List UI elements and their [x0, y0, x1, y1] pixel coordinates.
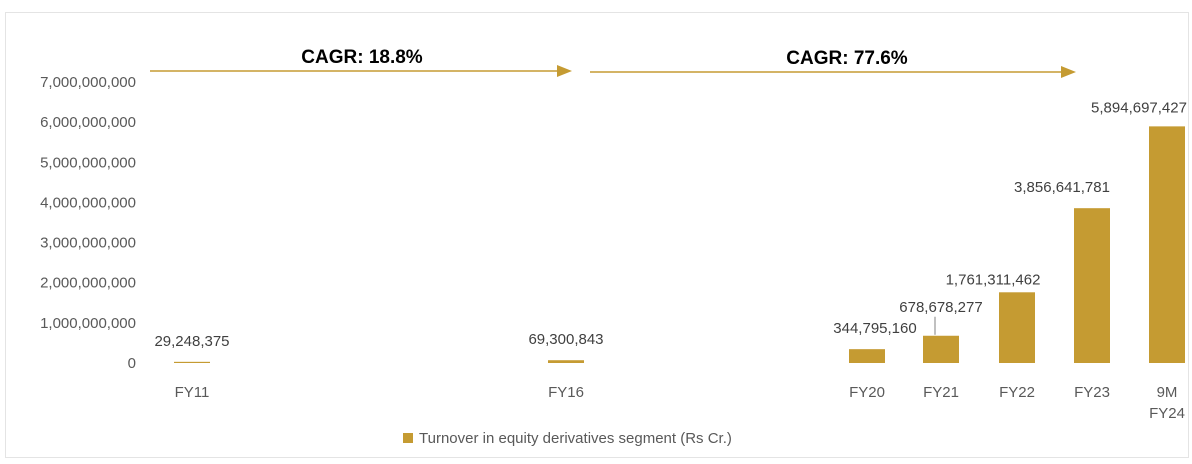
- y-tick-label: 4,000,000,000: [40, 194, 136, 211]
- bars: 29,248,375 69,300,843 344,795,160 678,678,2…: [154, 99, 1187, 364]
- x-tick-label: FY22: [999, 384, 1035, 401]
- legend: Turnover in equity derivatives segment (…: [403, 430, 732, 447]
- y-tick-label: 2,000,000,000: [40, 275, 136, 292]
- data-label: 344,795,160: [833, 320, 916, 337]
- chart-frame: [5, 12, 1189, 458]
- y-axis: 0 1,000,000,000 2,000,000,000 3,000,000,000…: [40, 74, 136, 372]
- cagr-arrow-head: [557, 65, 572, 77]
- y-tick-label: 0: [128, 355, 136, 372]
- bar: [849, 349, 885, 363]
- bar: [174, 361, 210, 363]
- legend-swatch: [403, 433, 413, 443]
- cagr-arrow-head: [1061, 66, 1076, 78]
- x-tick-label: FY20: [849, 384, 885, 401]
- bar: [1149, 126, 1185, 364]
- x-tick-label: FY11: [175, 384, 210, 401]
- y-tick-label: 1,000,000,000: [40, 315, 136, 332]
- y-tick-label: 7,000,000,000: [40, 74, 136, 91]
- data-label: 69,300,843: [528, 331, 603, 348]
- data-label: 29,248,375: [154, 333, 229, 350]
- x-tick-label: 9M FY24: [1149, 384, 1185, 422]
- cagr-label: CAGR: 77.6%: [786, 48, 908, 69]
- bar: [923, 335, 959, 363]
- y-tick-label: 3,000,000,000: [40, 235, 136, 252]
- data-label: 3,856,641,781: [1014, 179, 1110, 196]
- bar: [548, 360, 584, 363]
- legend-label: Turnover in equity derivatives segment (…: [419, 430, 732, 447]
- bar: [999, 292, 1035, 363]
- cagr-annotations: CAGR: 18.8% CAGR: 77.6%: [150, 47, 1076, 78]
- cagr-label: CAGR: 18.8%: [301, 47, 423, 68]
- x-tick-label: FY23: [1074, 384, 1110, 401]
- x-tick-label: FY16: [548, 384, 584, 401]
- data-label: 5,894,697,427: [1091, 99, 1187, 116]
- data-label: 678,678,277: [899, 299, 982, 316]
- y-tick-label: 6,000,000,000: [40, 114, 136, 131]
- data-label: 1,761,311,462: [946, 271, 1041, 288]
- x-axis: FY11 FY16 FY20 FY21 FY22 FY23 9M FY24: [175, 384, 1185, 422]
- bar: [1074, 208, 1110, 363]
- y-tick-label: 5,000,000,000: [40, 154, 136, 171]
- x-tick-label: FY21: [923, 384, 959, 401]
